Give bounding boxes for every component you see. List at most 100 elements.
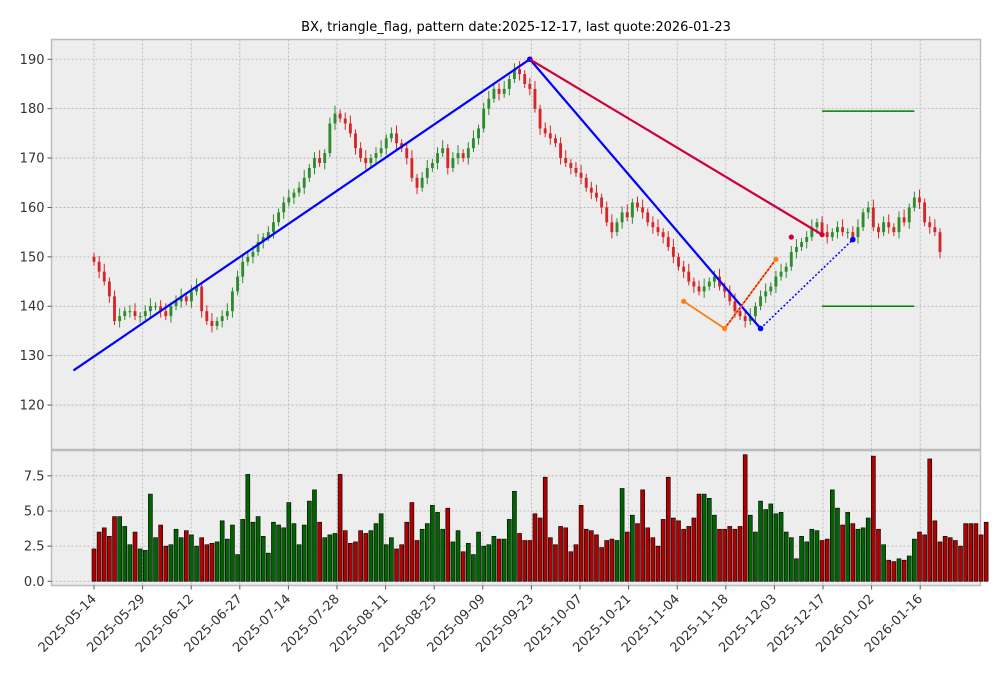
candle-body [461, 153, 465, 159]
candle-body [923, 202, 927, 223]
price-tick-label: 130 [20, 349, 45, 364]
volume-bar [768, 503, 774, 582]
candle-body [589, 187, 593, 193]
volume-bar [373, 523, 379, 582]
volume-bar [701, 493, 707, 582]
volume-bar [840, 524, 845, 582]
volume-bar [732, 528, 738, 582]
candle-body [107, 281, 111, 297]
candle-body [313, 158, 316, 168]
volume-bar [189, 534, 194, 582]
candle-body [241, 261, 245, 277]
volume-bar [830, 489, 835, 582]
trend-line-crimson [529, 58, 823, 236]
candle-body [169, 306, 173, 317]
volume-bar [855, 528, 861, 582]
volume-bar [117, 516, 122, 582]
volume-bar [865, 517, 871, 582]
candle-body [759, 296, 762, 307]
candle-body [641, 207, 645, 213]
candle-body [830, 232, 834, 238]
volume-bar [835, 507, 840, 582]
volume-bar [148, 493, 153, 582]
volume-bar [978, 534, 984, 582]
volume-bar [912, 538, 917, 582]
volume-bar [799, 535, 804, 582]
volume-bar [307, 500, 312, 582]
volume-bar [963, 523, 968, 582]
volume-bar [589, 530, 594, 582]
candle-body [210, 321, 214, 327]
volume-bar [127, 544, 133, 582]
volume-bar [917, 531, 922, 582]
volume-bar [435, 512, 440, 582]
candle-body [795, 246, 798, 252]
candle-body [918, 197, 921, 203]
volume-bar [358, 530, 363, 582]
candle-body [543, 128, 547, 134]
volume-bar [491, 535, 497, 582]
candle-body [436, 153, 439, 163]
candle-body [574, 167, 578, 173]
volume-bar [378, 513, 384, 582]
volume-bar [424, 523, 430, 582]
volume-bar [871, 455, 876, 582]
candle-body [769, 286, 773, 292]
candles [92, 61, 942, 333]
volume-bar [194, 545, 199, 582]
volume-bar [937, 541, 943, 582]
volume-bar [312, 489, 317, 582]
candle-body [354, 133, 357, 149]
blue-pivot-marker [850, 236, 856, 243]
volume-bar [266, 552, 271, 582]
volume-bar [717, 528, 722, 582]
candle-body [446, 148, 450, 168]
candle-body [805, 237, 809, 243]
volume-bar [676, 520, 681, 582]
volume-bar [486, 544, 492, 582]
price-tick-label: 160 [20, 201, 45, 216]
candle-body [410, 158, 414, 178]
candle-body [743, 316, 747, 322]
volume-bar [91, 548, 97, 582]
candle-body [559, 143, 563, 159]
candle-body [251, 251, 255, 257]
candle-body [395, 133, 398, 144]
volume-bar [260, 535, 266, 582]
volume-bar [317, 521, 322, 582]
candle-body [579, 172, 583, 178]
volume-bar [286, 502, 292, 582]
volume-bar [973, 523, 979, 582]
volume-bar [824, 538, 830, 582]
volume-bar [455, 530, 461, 582]
blue-pivot-marker [757, 325, 764, 332]
volume-bar [794, 558, 799, 582]
candle-body [359, 148, 363, 159]
volume-bar [624, 531, 630, 582]
candle-body [661, 232, 665, 238]
candle-body [231, 291, 234, 312]
candle-body [851, 232, 855, 238]
volume-bar [758, 500, 763, 582]
volume-bar [640, 489, 645, 582]
volume-bar [583, 528, 589, 582]
volume-bar [460, 551, 466, 582]
volume-bar [891, 561, 897, 582]
volume-bar [481, 545, 486, 582]
volume-bar [850, 523, 856, 582]
candle-body [256, 242, 260, 252]
candle-body [666, 237, 670, 247]
candle-body [738, 311, 742, 317]
volume-bar [814, 530, 820, 582]
volume-bar [804, 541, 809, 582]
volume-bar [327, 534, 333, 582]
volume-bar [419, 528, 425, 582]
volume-bar [947, 537, 953, 582]
candle-body [887, 222, 891, 228]
candle-body [820, 222, 824, 233]
volume-bar [742, 454, 748, 582]
volume-bar [594, 534, 599, 582]
volume-bar [681, 528, 686, 582]
candle-body [200, 286, 204, 312]
